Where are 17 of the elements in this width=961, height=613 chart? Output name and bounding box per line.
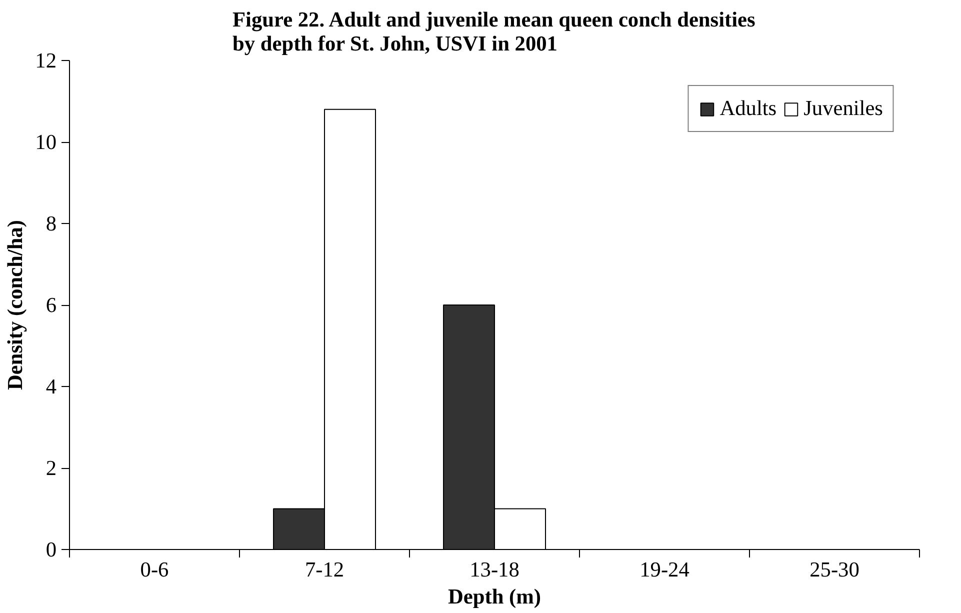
chart-title: Figure 22. Adult and juvenile mean queen conch densities by depth for St. John, USVI in 2001	[232, 8, 756, 56]
y-tick-label: 2	[46, 456, 57, 480]
x-axis-title: Depth (m)	[448, 584, 541, 608]
y-tick-label: 4	[46, 374, 57, 398]
y-tick-label: 10	[35, 130, 56, 154]
y-tick-label: 0	[46, 538, 57, 562]
x-tick-label: 13-18	[470, 558, 520, 582]
legend-label: Adults	[720, 96, 777, 121]
legend-label: Juveniles	[804, 96, 883, 121]
y-tick-label: 12	[35, 48, 56, 72]
x-tick-label: 19-24	[640, 558, 690, 582]
x-tick-label: 0-6	[140, 558, 170, 582]
y-axis-title: Density (conch/ha)	[3, 220, 28, 390]
y-tick-label: 8	[46, 212, 57, 236]
x-tick-label: 25-30	[810, 558, 860, 582]
x-tick-label: 7-12	[304, 558, 344, 582]
y-tick-label: 6	[46, 293, 57, 317]
